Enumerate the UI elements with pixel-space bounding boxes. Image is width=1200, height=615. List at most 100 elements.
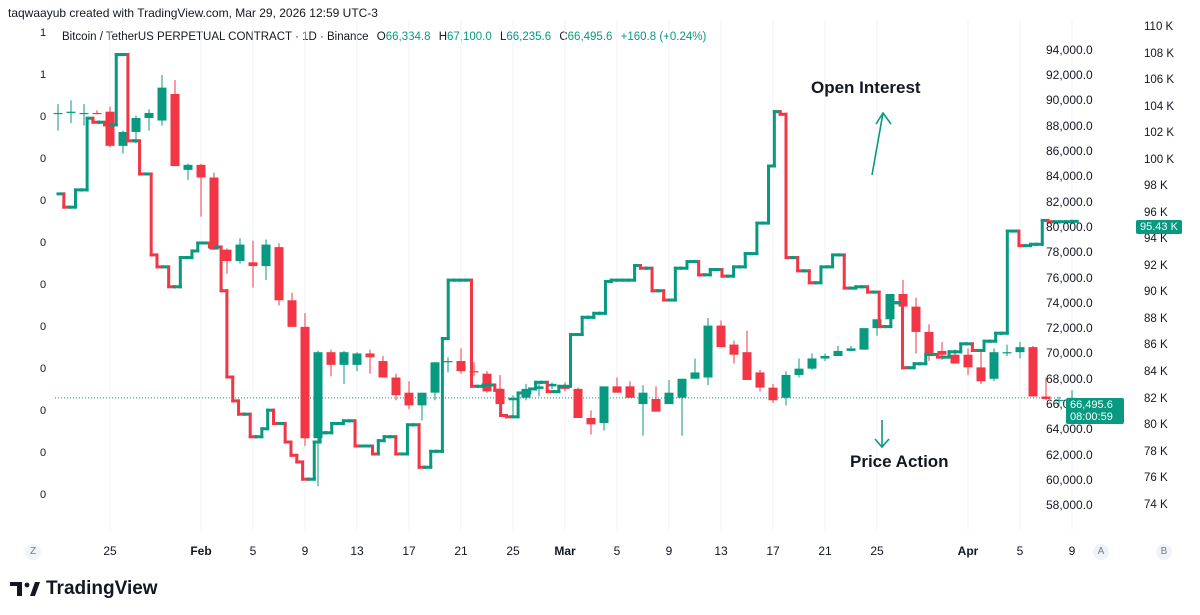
oi-tick-label: 98 K [1144,180,1168,193]
auto-scale-button[interactable]: A [1093,544,1109,560]
candle-body [1002,352,1012,354]
time-axis[interactable]: 25 Feb 5 9 13 17 21 25 Mar 5 9 13 17 21 25 Apr 5 9 [0,544,1120,560]
time-tick-label: 9 [1068,544,1076,558]
candle-body [612,386,622,393]
symbol-legend: Bitcoin / TetherUS PERPETUAL CONTRACT · … [62,31,706,43]
price-tick-label: 86,000.0 [1046,143,1093,158]
candle-body [1015,347,1025,353]
candle-body [781,374,791,398]
oi-tick-label: 102 K [1144,127,1175,140]
candle-body [911,306,921,332]
candle-body [118,131,128,146]
price-tick-label: 70,000.0 [1046,346,1093,361]
candle-body [807,358,817,369]
price-tick-label: 74,000.0 [1046,295,1093,310]
candle-body [456,361,466,372]
candle-body [53,112,63,115]
last-price-value: 66,495.6 [1070,399,1113,411]
oi-tick-label: 88 K [1144,312,1168,325]
chart-credit: taqwaayub created with TradingView.com, … [8,6,378,20]
candle-body [794,368,804,375]
time-tick-label: 25 [103,544,117,558]
open-interest-tag: 95.43 K [1136,220,1182,234]
candle-body [534,386,544,389]
candle-body [1054,399,1064,402]
left-scale-label: 0 [40,153,47,165]
time-tick-label: 5 [249,544,257,558]
candle-body [508,397,518,401]
price-tick-label: 68,000.0 [1046,371,1093,386]
candle-body [326,352,336,365]
oi-tick-label: 86 K [1144,339,1168,352]
candle-body [651,399,661,412]
candle-body [599,386,609,424]
oi-tick-label: 76 K [1144,472,1168,485]
candle-body [833,350,843,356]
left-scale: 1 1 0 0 0 0 0 0 0 0 0 0 [30,0,50,520]
left-scale-label: 1 [40,27,47,39]
time-tick-label: 17 [766,544,780,558]
candle-body [989,352,999,379]
left-scale-label: 0 [40,363,47,375]
candle-body [287,300,297,327]
candle-body [235,244,245,262]
change-value: +160.8 (+0.24%) [620,31,707,43]
axis-zoom-button[interactable]: Z [25,544,41,560]
high-label: H [438,31,447,43]
candle-body [274,247,284,301]
oi-tick-label: 108 K [1144,47,1175,60]
oi-scale-button[interactable]: B [1156,544,1172,560]
symbol-title: Bitcoin / TetherUS PERPETUAL CONTRACT · … [62,31,369,43]
price-tick-label: 88,000.0 [1046,118,1093,133]
annotation-arrows [871,111,892,449]
left-scale-label: 0 [40,237,47,249]
candle-body [209,177,219,250]
price-tick-label: 62,000.0 [1046,447,1093,462]
candle-body [443,361,453,363]
price-tick-label: 60,000.0 [1046,473,1093,488]
low-label: L [499,31,507,43]
time-tick-label: Mar [554,544,576,558]
candle-body [859,328,869,350]
price-tick-label: 80,000.0 [1046,219,1093,234]
left-scale-label: 0 [40,111,47,123]
candle-body [469,371,479,373]
oi-tick-label: 94 K [1144,233,1168,246]
candle-body [482,373,492,392]
time-tick-label: 13 [714,544,728,558]
candle-body [755,372,765,388]
close-label: C [559,31,568,43]
time-tick-label: 17 [402,544,416,558]
time-tick-label: 25 [870,544,884,558]
oi-tick-label: 96 K [1144,206,1168,219]
candle-body [716,325,726,348]
candle-body [404,392,414,406]
time-tick-label: 9 [301,544,309,558]
candle-body [690,372,700,379]
candles [53,74,1077,487]
candle-body [144,112,154,119]
close-value: 66,495.6 [567,31,613,43]
oi-tick-label: 106 K [1144,74,1175,87]
time-tick-label: Feb [190,544,212,558]
open-interest-arrow [871,112,884,176]
price-tick-label: 64,000.0 [1046,422,1093,437]
candle-body [768,387,778,401]
candle-body [729,344,739,355]
candle-body [157,87,167,121]
left-scale-label: 0 [40,195,47,207]
open-interest-axis[interactable]: 110 K 108 K 106 K 104 K 102 K 100 K 98 K 96 K 94… [1140,0,1200,540]
candle-body [924,331,934,356]
candle-body [92,112,102,115]
time-tick-label: 21 [454,544,468,558]
oi-tick-label: 110 K [1144,21,1174,33]
time-tick-label: 21 [818,544,832,558]
time-tick-label: 5 [1016,544,1024,558]
candle-body [248,262,258,267]
price-action-annotation: Price Action [850,452,949,471]
candle-body [677,378,687,398]
oi-tick-label: 74 K [1144,498,1168,511]
tradingview-logo[interactable]: TradingView [10,578,158,600]
price-axis[interactable]: 94,000.0 92,000.0 90,000.0 88,000.0 86,000.0… [1046,0,1126,540]
